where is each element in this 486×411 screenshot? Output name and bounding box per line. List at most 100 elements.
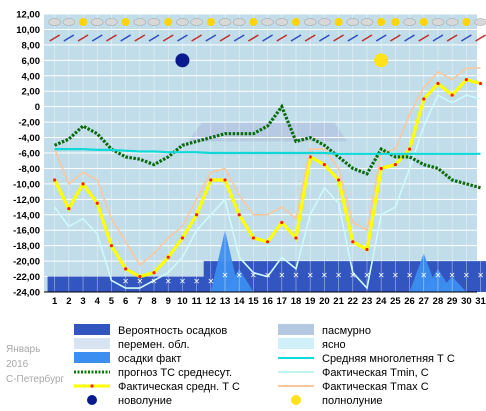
wind-arrow-icon (120, 34, 132, 42)
actual-mean-point (464, 78, 468, 82)
x-tick-label: 15 (248, 296, 259, 307)
legend-swatch (74, 324, 110, 335)
actual-mean-point (265, 240, 270, 244)
legend-label: Фактическая средн. Т С (118, 381, 240, 393)
cloud-icon (48, 18, 61, 26)
x-tick-label: 1 (52, 296, 58, 307)
snow-marker: ✕ (364, 271, 371, 280)
y-tick-label: -22,00 (13, 272, 40, 283)
cloud-icon (474, 18, 486, 26)
x-tick-label: 10 (177, 296, 188, 307)
x-tick-label: 24 (376, 296, 387, 307)
y-tick-label: -12,00 (13, 195, 40, 206)
x-tick-label: 11 (192, 296, 203, 307)
cloud-icon (431, 18, 445, 26)
x-tick-label: 27 (418, 296, 429, 307)
legend: Вероятность осадков пасмурно перемен. обл.… (74, 324, 455, 407)
actual-mean-point (195, 213, 199, 217)
snow-marker: ✕ (392, 271, 399, 280)
wind-arrow-icon (233, 34, 245, 42)
actual-mean-point (280, 220, 284, 225)
sun-icon (462, 18, 471, 26)
actual-mean-point (166, 255, 170, 259)
actual-mean-point (124, 267, 128, 271)
y-tick-label: -14,00 (13, 210, 40, 221)
x-tick-label: 12 (206, 296, 217, 307)
snow-marker: ✕ (193, 277, 200, 286)
snow-marker: ✕ (165, 277, 172, 286)
wind-arrow-icon (404, 34, 415, 42)
y-tick-label: 12,00 (16, 10, 40, 21)
cloud-icon (445, 18, 459, 26)
full-moon-marker (374, 53, 389, 68)
cloud-icon (133, 18, 147, 26)
actual-mean-point (67, 207, 71, 211)
wind-arrow-icon (162, 34, 174, 42)
wind-arrow-icon (77, 34, 89, 42)
legend-label: новолуние (118, 395, 172, 407)
legend-swatch (291, 395, 301, 405)
wind-arrow-icon (91, 34, 103, 42)
actual-mean-point (209, 178, 213, 182)
wind-arrow-icon (148, 34, 160, 42)
wind-arrow-icon (361, 34, 373, 42)
snow-marker: ✕ (307, 271, 314, 280)
snow-marker: ✕ (420, 271, 427, 280)
y-tick-label: 4,00 (22, 71, 41, 82)
wind-arrow-icon (375, 34, 387, 42)
y-tick-label: -4,00 (18, 133, 40, 144)
legend-label: ясно (322, 339, 346, 351)
wind-arrow-icon (318, 34, 330, 42)
legend-label: Фактическая Tmax C (322, 381, 429, 393)
actual-mean-point (294, 236, 298, 240)
y-tick-label: 6,00 (22, 56, 41, 67)
actual-mean-point (322, 162, 326, 167)
sun-icon (334, 18, 343, 26)
x-tick-label: 4 (95, 296, 101, 307)
cloud-icon (90, 18, 104, 26)
forecast-mean-line (53, 103, 481, 190)
sun-icon (121, 18, 130, 26)
legend-swatch (278, 324, 314, 335)
actual-mean-point (95, 201, 99, 205)
y-tick-label: -18,00 (13, 241, 40, 252)
cloud-icon (275, 18, 289, 26)
x-tick-label: 9 (166, 296, 171, 307)
x-tick-label: 3 (80, 296, 85, 307)
x-tick-label: 7 (137, 296, 142, 307)
cloud-icon (403, 18, 416, 26)
cloud-icon (261, 18, 274, 26)
x-tick-label: 5 (109, 296, 115, 307)
actual-mean-point (237, 213, 241, 217)
x-tick-label: 21 (333, 296, 344, 307)
legend-swatch (74, 352, 110, 363)
y-tick-label: -8,00 (18, 164, 40, 175)
cloud-icon (318, 18, 331, 26)
snow-marker: ✕ (335, 271, 342, 280)
tmax-line (53, 67, 481, 267)
wind-arrow-icon (262, 34, 274, 42)
cloud-icon (62, 18, 76, 26)
wind-arrow-icon (304, 34, 316, 42)
wind-arrow-icon (460, 34, 472, 42)
wind-arrow-icon (63, 34, 75, 42)
actual-mean-point (351, 240, 355, 244)
legend-label: осадки факт (118, 353, 181, 365)
wind-arrow-icon (475, 34, 486, 42)
tmin-line (53, 93, 481, 290)
legend-label: полнолуние (322, 395, 382, 407)
snow-marker: ✕ (278, 271, 285, 280)
actual-mean-point (336, 178, 341, 182)
actual-mean-point (365, 247, 369, 252)
x-tick-label: 14 (234, 296, 245, 307)
legend-swatch-dot (90, 384, 94, 388)
cloud-icon (105, 18, 118, 26)
snow-marker: ✕ (122, 277, 129, 286)
x-tick-label: 28 (433, 296, 444, 307)
x-tick-label: 20 (319, 296, 330, 307)
actual-mean-point (251, 236, 256, 240)
snow-marker: ✕ (222, 271, 229, 280)
cloud-icon (303, 18, 317, 26)
legend-label: Вероятность осадков (118, 325, 227, 337)
y-tick-label: -16,00 (13, 226, 40, 237)
